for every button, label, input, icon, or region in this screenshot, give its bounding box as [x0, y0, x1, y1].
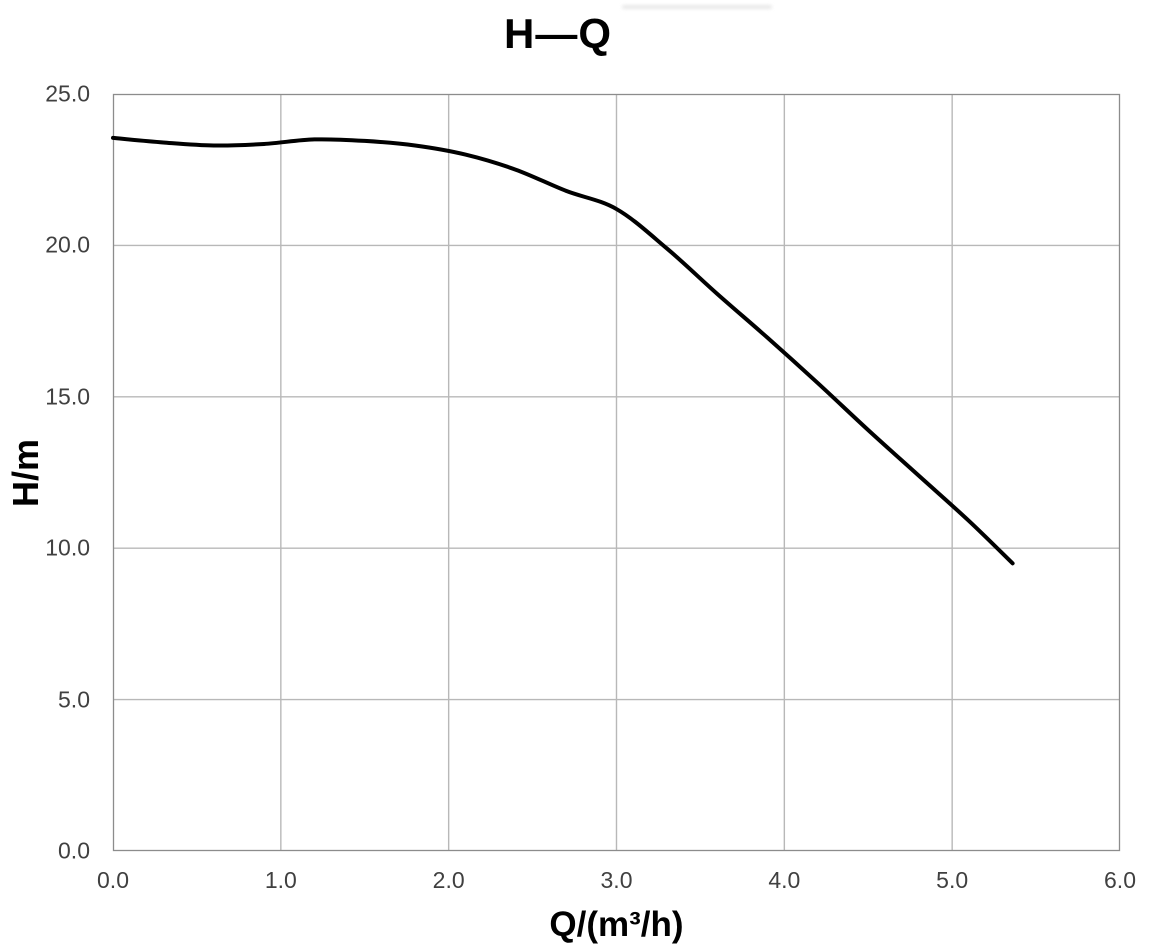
x-tick-label: 3.0 — [600, 867, 633, 893]
x-tick-label: 0.0 — [97, 867, 129, 893]
y-tick-label: 10.0 — [45, 534, 90, 561]
data-series-curve — [111, 135, 1015, 566]
x-tick-label: 5.0 — [936, 867, 969, 893]
x-tick-label: 1.0 — [264, 867, 297, 893]
scan-artifact — [622, 5, 772, 9]
chart-title: H—Q — [504, 10, 612, 57]
x-tick-label: 6.0 — [1104, 867, 1136, 893]
y-tick-label: 20.0 — [45, 231, 90, 258]
y-tick-label: 25.0 — [45, 80, 90, 107]
x-tick-label: 4.0 — [768, 867, 801, 893]
y-tick-label: 15.0 — [45, 383, 90, 410]
x-tick-label: 2.0 — [432, 867, 465, 893]
y-tick-label: 5.0 — [58, 686, 90, 713]
plot-canvas — [111, 93, 1121, 852]
y-axis-label: H/m — [5, 438, 46, 508]
x-axis-label: Q/(m³/h) — [549, 905, 684, 944]
plot-area — [111, 93, 1121, 852]
plot-border — [112, 93, 1121, 852]
y-tick-label: 0.0 — [58, 837, 90, 864]
